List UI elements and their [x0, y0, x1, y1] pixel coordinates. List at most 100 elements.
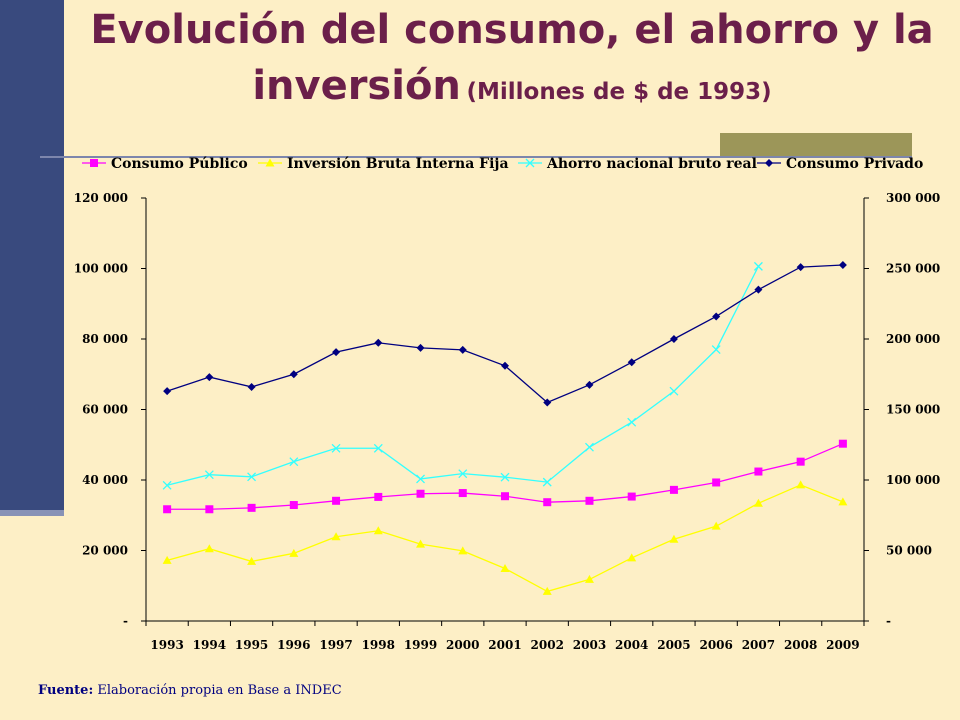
data-point-consumo-privado: [669, 335, 678, 343]
data-point-consumo-privado: [712, 312, 721, 321]
data-point-inversion-bruta-interna-fija: [373, 526, 383, 535]
x-tick-label: 2009: [826, 638, 859, 652]
left-y-tick-label: 60 000: [82, 403, 128, 417]
series-line-ahorro-nacional-bruto-real: [166, 266, 759, 486]
x-tick-label: 1997: [319, 638, 352, 652]
data-point-consumo-privado: [838, 260, 847, 269]
x-tick-label: 1998: [362, 638, 395, 652]
data-point-ahorro-nacional-bruto-real: [627, 417, 637, 427]
data-point-consumo-publico: [458, 489, 467, 498]
left-y-tick-label: 120 000: [74, 191, 128, 205]
data-point-inversion-bruta-interna-fija: [331, 532, 341, 541]
data-point-consumo-publico: [627, 492, 636, 501]
source-note: Fuente: Elaboración propia en Base a IND…: [38, 683, 342, 698]
data-point-ahorro-nacional-bruto-real: [458, 469, 468, 479]
title-line-1: Evolución del consumo, el ahorro y la: [90, 7, 934, 53]
data-point-consumo-publico: [543, 498, 552, 507]
x-tick-label: 1996: [277, 638, 310, 652]
x-tick-label: 2001: [488, 638, 521, 652]
legend-marker-consumo-publico: [90, 159, 98, 167]
legend-label: Ahorro nacional bruto real: [546, 156, 757, 172]
data-point-consumo-privado: [501, 361, 509, 370]
data-point-consumo-privado: [796, 263, 805, 272]
data-point-ahorro-nacional-bruto-real: [669, 386, 679, 396]
series-line-inversion-bruta-interna-fija: [166, 484, 844, 593]
data-point-consumo-publico: [838, 439, 847, 448]
right-y-tick-label: 150 000: [886, 403, 940, 417]
series-line-consumo-privado: [166, 264, 843, 404]
x-tick-label: 2004: [615, 638, 648, 652]
data-point-inversion-bruta-interna-fija: [669, 534, 679, 543]
data-point-inversion-bruta-interna-fija: [416, 539, 426, 548]
data-point-consumo-privado: [374, 338, 383, 347]
data-point-consumo-privado: [332, 348, 341, 357]
data-point-inversion-bruta-interna-fija: [584, 574, 594, 583]
data-point-inversion-bruta-interna-fija: [500, 563, 510, 572]
data-point-ahorro-nacional-bruto-real: [331, 443, 341, 453]
data-point-consumo-publico: [669, 485, 678, 494]
source-label: Fuente:: [38, 683, 94, 698]
x-tick-label: 2007: [742, 638, 775, 652]
right-y-tick-label: 50 000: [886, 544, 932, 558]
x-tick-label: 2008: [784, 638, 817, 652]
legend-marker-inversion-bruta-interna-fija: [265, 158, 275, 167]
data-point-consumo-publico: [416, 489, 425, 498]
left-y-tick-label: 100 000: [74, 262, 128, 276]
x-tick-label: 2000: [446, 638, 479, 652]
x-tick-label: 2005: [657, 638, 690, 652]
data-point-consumo-publico: [585, 496, 594, 505]
data-point-consumo-publico: [332, 496, 341, 505]
left-y-tick-label: -: [123, 614, 128, 628]
data-point-inversion-bruta-interna-fija: [204, 544, 214, 553]
data-point-consumo-privado: [163, 387, 172, 396]
data-point-ahorro-nacional-bruto-real: [585, 442, 594, 452]
data-point-ahorro-nacional-bruto-real: [373, 443, 383, 453]
legend-label: Inversión Bruta Interna Fija: [287, 156, 509, 172]
legend-label: Consumo Privado: [786, 156, 923, 172]
data-point-consumo-publico: [247, 503, 256, 512]
data-point-consumo-privado: [416, 343, 425, 352]
x-tick-label: 1994: [193, 638, 226, 652]
sidebar-accent-shadow: [0, 510, 64, 516]
legend-label: Consumo Público: [111, 156, 248, 172]
data-point-inversion-bruta-interna-fija: [162, 555, 172, 564]
data-point-ahorro-nacional-bruto-real: [247, 472, 257, 482]
data-point-inversion-bruta-interna-fija: [796, 480, 806, 489]
title-units: (Millones de $ de 1993): [466, 79, 772, 105]
legend-marker-consumo-privado: [765, 159, 773, 167]
title-divider: [40, 156, 912, 158]
title-line-2: inversión (Millones de $ de 1993): [64, 58, 960, 122]
data-point-consumo-privado: [627, 358, 636, 367]
x-tick-label: 2006: [699, 638, 732, 652]
data-point-inversion-bruta-interna-fija: [838, 497, 848, 506]
data-point-inversion-bruta-interna-fija: [753, 498, 763, 507]
data-point-consumo-publico: [374, 492, 383, 501]
data-point-consumo-privado: [543, 398, 552, 407]
sidebar-accent: [0, 0, 64, 514]
data-point-inversion-bruta-interna-fija: [627, 553, 637, 562]
decorative-block: [720, 133, 912, 156]
source-text: Elaboración propia en Base a INDEC: [93, 683, 342, 698]
left-y-tick-label: 40 000: [82, 473, 128, 487]
right-y-tick-label: 200 000: [886, 332, 940, 346]
data-point-ahorro-nacional-bruto-real: [289, 457, 299, 467]
right-y-tick-label: 300 000: [886, 191, 940, 205]
data-point-inversion-bruta-interna-fija: [458, 546, 468, 555]
data-point-consumo-privado: [585, 380, 594, 389]
data-point-ahorro-nacional-bruto-real: [753, 261, 763, 271]
x-tick-label: 2002: [531, 638, 564, 652]
x-tick-label: 1995: [235, 638, 268, 652]
line-chart: - 20 000 40 000 60 000 80 000 100 000 120 000 -…: [74, 156, 941, 652]
x-tick-label: 1993: [150, 638, 183, 652]
legend-marker-ahorro-nacional-bruto-real: [525, 158, 535, 168]
left-y-tick-label: 20 000: [82, 544, 128, 558]
data-point-consumo-publico: [754, 467, 763, 476]
data-point-consumo-privado: [754, 285, 763, 294]
data-point-consumo-publico: [289, 501, 298, 510]
left-y-tick-label: 80 000: [82, 332, 128, 346]
data-point-consumo-privado: [247, 382, 256, 391]
right-y-tick-label: -: [886, 614, 891, 628]
data-point-ahorro-nacional-bruto-real: [162, 480, 172, 490]
data-point-ahorro-nacional-bruto-real: [416, 474, 425, 484]
data-point-consumo-privado: [205, 373, 214, 382]
